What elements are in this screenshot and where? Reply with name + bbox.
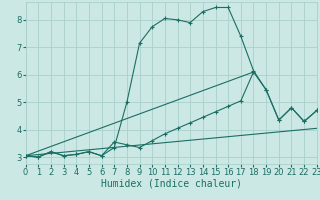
X-axis label: Humidex (Indice chaleur): Humidex (Indice chaleur): [101, 179, 242, 189]
